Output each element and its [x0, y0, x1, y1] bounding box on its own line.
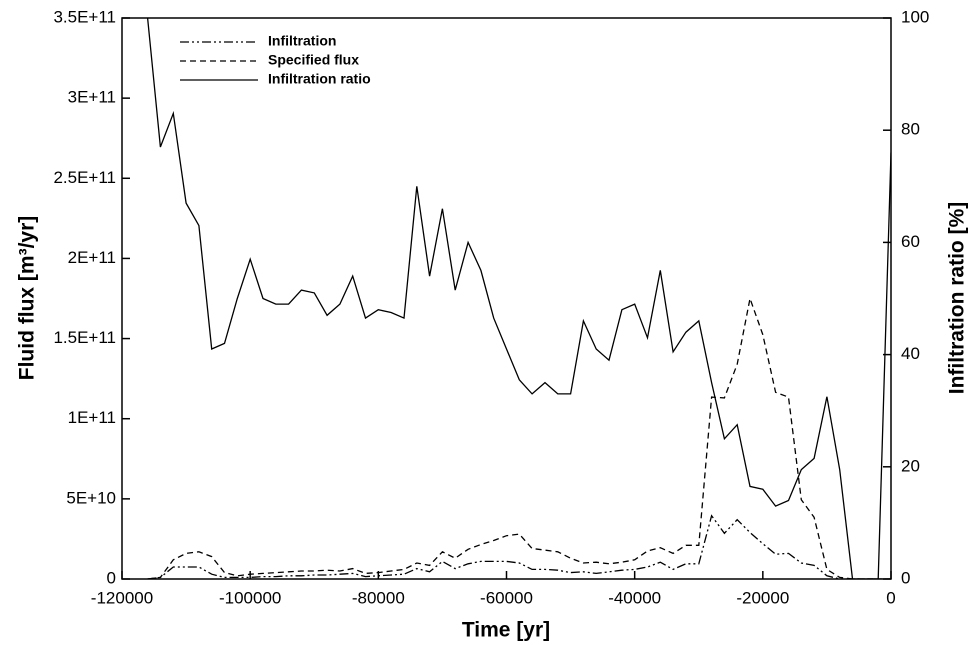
y2-tick-label: 0	[901, 568, 910, 587]
series-line	[146, 18, 891, 579]
y2-tick-label: 80	[901, 120, 920, 139]
y2-tick-label: 60	[901, 232, 920, 251]
y-tick-label: 3E+11	[68, 88, 116, 107]
y-tick-label: 2E+11	[68, 248, 116, 267]
legend-label: Specified flux	[268, 52, 359, 68]
y-tick-label: 5E+10	[66, 488, 116, 507]
y-tick-label: 0	[107, 568, 116, 587]
y2-tick-label: 40	[901, 344, 920, 363]
x-tick-label: -120000	[91, 588, 153, 607]
x-tick-label: -80000	[352, 588, 405, 607]
x-tick-label: -60000	[480, 588, 533, 607]
x-axis-label: Time [yr]	[462, 619, 550, 642]
legend-label: Infiltration ratio	[268, 71, 371, 87]
x-tick-label: -20000	[736, 588, 789, 607]
y-tick-label: 1E+11	[68, 408, 116, 427]
x-tick-label: -40000	[608, 588, 661, 607]
y2-tick-label: 20	[901, 456, 920, 475]
plot-area	[146, 18, 891, 579]
series-line	[147, 514, 891, 579]
y-axis-label: Fluid flux [m³/yr]	[16, 216, 39, 381]
x-tick-label: -100000	[219, 588, 281, 607]
series-line	[147, 296, 891, 579]
y-tick-label: 2.5E+11	[53, 168, 116, 187]
y-tick-label: 1.5E+11	[53, 328, 116, 347]
legend-label: Infiltration	[268, 33, 336, 49]
x-tick-label: 0	[886, 588, 895, 607]
y-tick-label: 3.5E+11	[53, 7, 116, 26]
y2-tick-label: 100	[901, 7, 929, 26]
y2-axis-label: Infiltration ratio [%]	[946, 202, 969, 395]
